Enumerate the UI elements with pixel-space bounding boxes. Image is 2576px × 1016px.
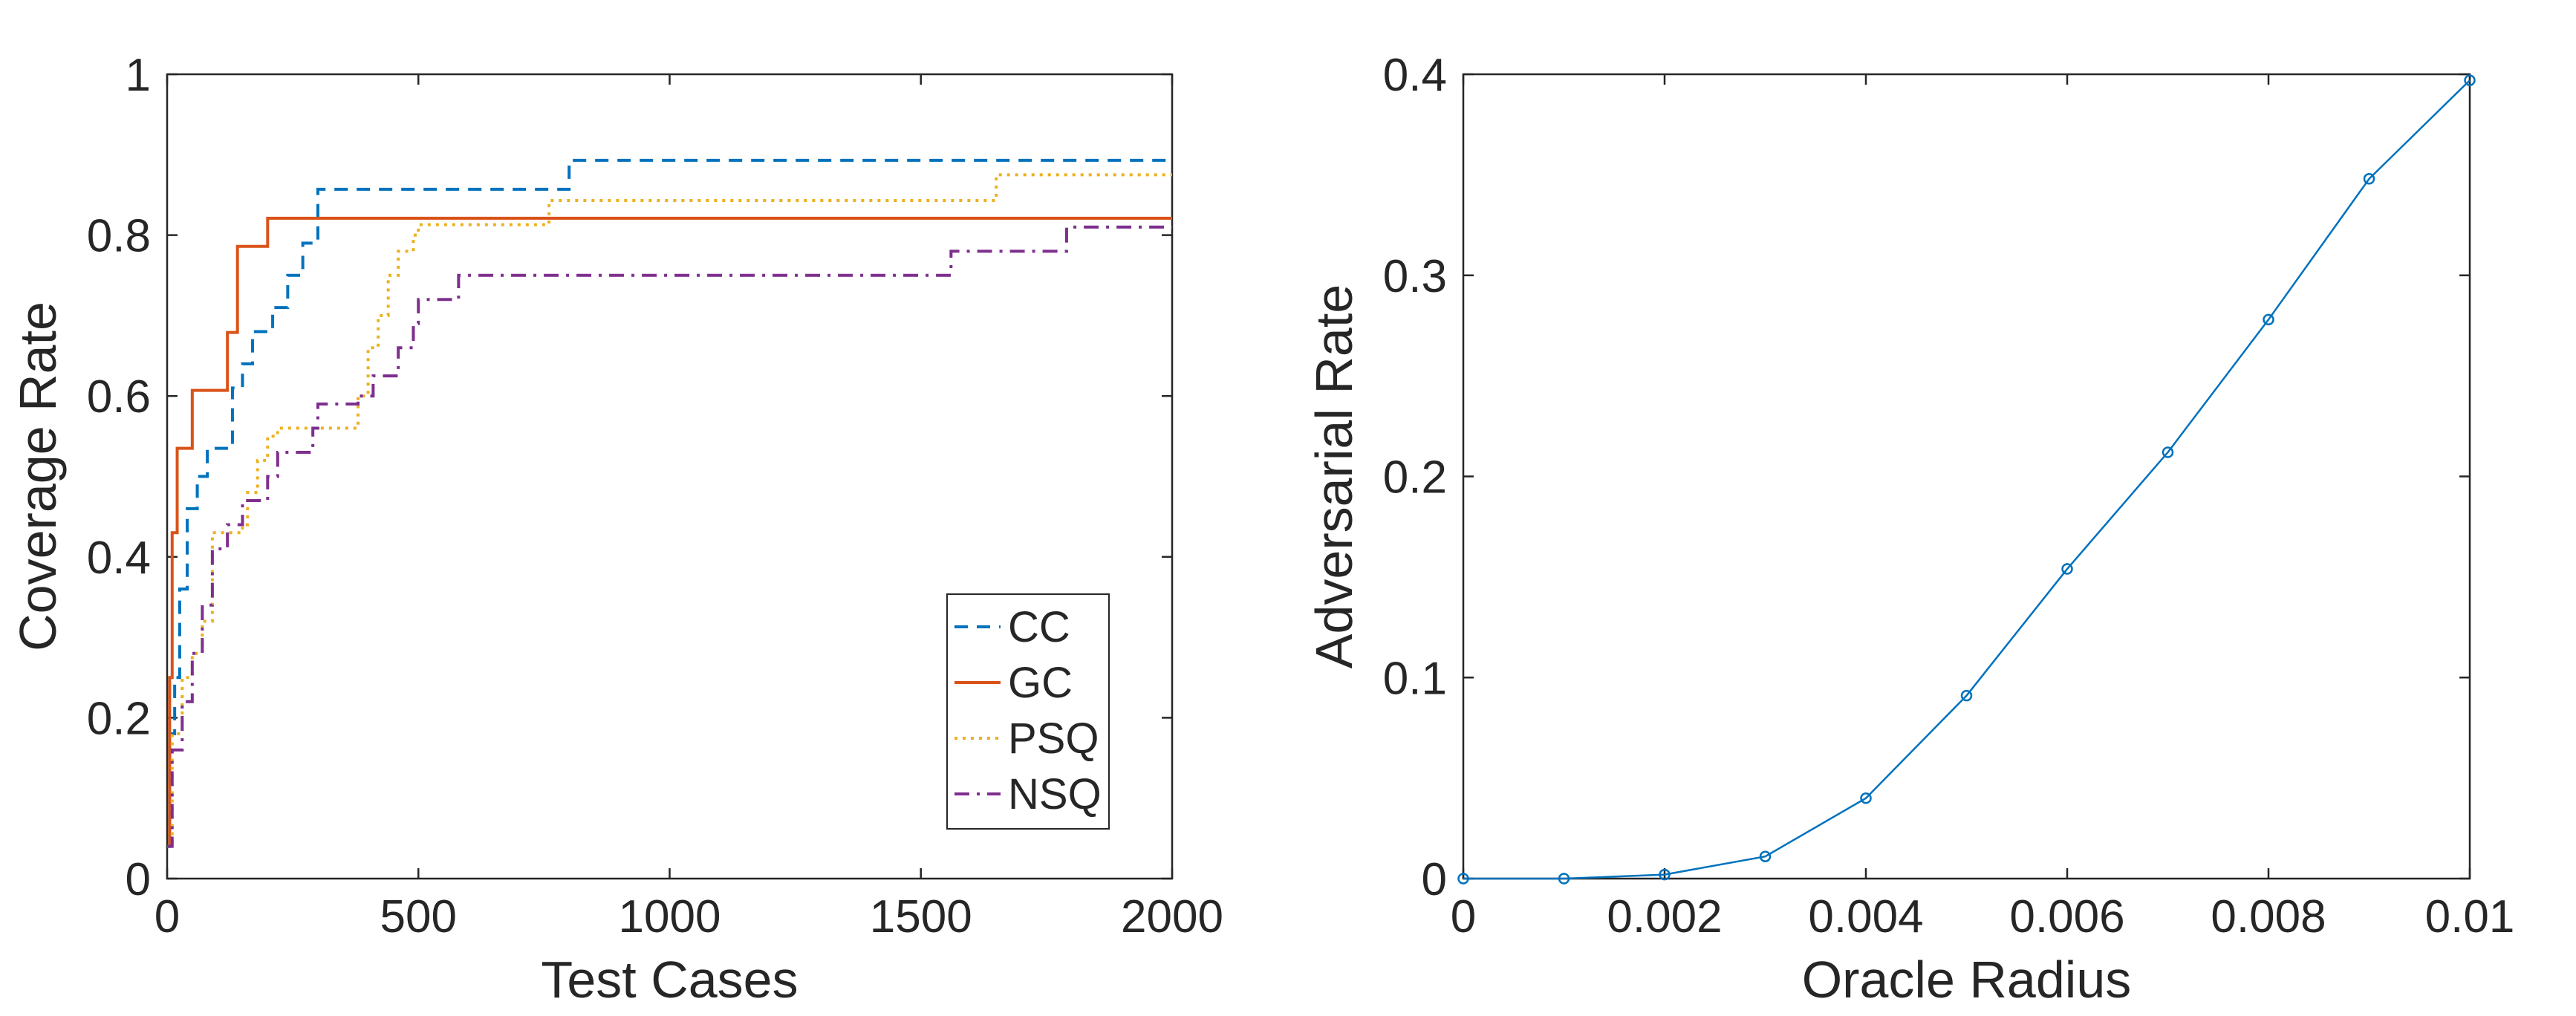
x-tick-label: 1500: [870, 891, 972, 942]
data-point: [2263, 313, 2274, 326]
data-point: [1659, 868, 1671, 881]
x-tick-label: 0.004: [1808, 891, 1923, 942]
legend-label-gc: GC: [1008, 659, 1073, 707]
data-point: [2464, 74, 2476, 86]
data-point: [1860, 792, 1872, 804]
chart-2: 0 0.002 0.004 0.006 0.008 0.01 0 0.1 0.2 0.3 0.4 Or…: [1305, 50, 2514, 1009]
series-line-gc: [167, 216, 1172, 848]
legend-label-nsq: NSQ: [1008, 770, 1102, 818]
legend-box: [946, 593, 1110, 830]
series-line-psq: [167, 173, 1172, 848]
x-tick-label: 0.01: [2425, 891, 2515, 942]
data-point: [2061, 563, 2073, 575]
series-line-series-1: [1463, 79, 2471, 880]
data-point: [2363, 173, 2375, 185]
data-point: [1960, 689, 1973, 702]
x-tick-label: 0.008: [2211, 891, 2326, 942]
data-point: [2162, 446, 2174, 458]
legend: CC GC PSQ NSQ: [946, 593, 1110, 830]
y-tick-label: 0.2: [1383, 452, 1447, 504]
legend-label-psq: PSQ: [1008, 714, 1099, 763]
y-tick-label: 0: [1422, 854, 1447, 905]
y-tick-label: 0.4: [87, 533, 151, 584]
y-tick-label: 0.2: [87, 693, 151, 744]
plot-area: [1462, 73, 2471, 880]
x-axis-title: Test Cases: [541, 951, 798, 1009]
x-tick-label: 1000: [619, 891, 721, 942]
data-point: [1759, 850, 1772, 862]
x-tick-label: 0: [1451, 891, 1476, 942]
y-tick-label: 0.1: [1383, 653, 1447, 704]
x-tick-label: 0: [155, 891, 180, 942]
x-tick-label: 0.002: [1607, 891, 1722, 942]
chart-1: 0 500 1000 1500 2000 0 0.2 0.4 0.6 0.8 1 Test Cases…: [9, 50, 1223, 1009]
x-axis-title: Oracle Radius: [1802, 951, 2132, 1009]
y-tick-label: 0.3: [1383, 251, 1447, 302]
y-tick-label: 1: [126, 50, 151, 101]
y-tick-label: 0.8: [87, 211, 151, 262]
data-point: [1457, 873, 1469, 885]
y-tick-label: 0.6: [87, 371, 151, 423]
series-line-cc: [167, 158, 1172, 848]
y-tick-label: 0.4: [1383, 50, 1447, 101]
y-axis-title: Adversarial Rate: [1305, 284, 1363, 668]
x-tick-label: 2000: [1121, 891, 1223, 942]
legend-label-cc: CC: [1008, 603, 1070, 651]
y-tick-label: 0: [126, 854, 151, 905]
x-tick-label: 0.006: [2009, 891, 2124, 942]
x-tick-label: 500: [380, 891, 457, 942]
series-line-nsq: [167, 225, 1172, 848]
data-point: [1558, 873, 1570, 885]
y-axis-title: Coverage Rate: [9, 302, 67, 651]
